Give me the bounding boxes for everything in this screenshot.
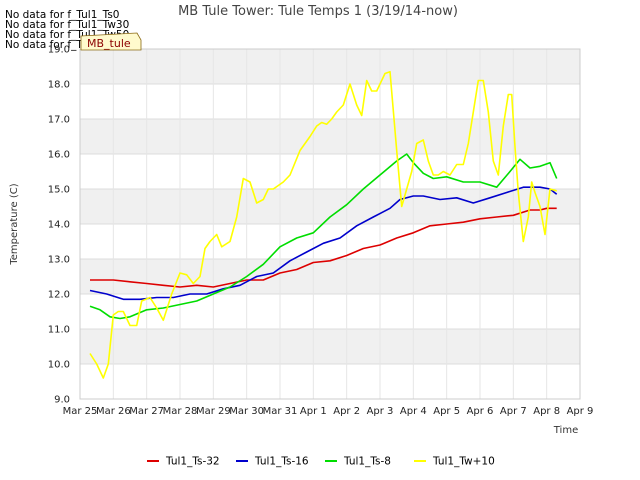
x-tick-label: Mar 31 bbox=[263, 406, 298, 417]
y-axis-label: Temperature (C) bbox=[9, 183, 20, 265]
plot-band bbox=[80, 329, 580, 364]
badge-box bbox=[80, 32, 142, 51]
plot-band bbox=[80, 49, 580, 84]
y-tick-label: 15.0 bbox=[48, 185, 70, 196]
plot-band bbox=[80, 189, 580, 224]
x-tick-label: Apr 4 bbox=[400, 406, 427, 417]
x-tick-label: Apr 1 bbox=[300, 406, 327, 417]
x-tick-label: Mar 28 bbox=[163, 406, 198, 417]
y-tick-label: 19.0 bbox=[48, 45, 70, 56]
legend-label: Tul1_Ts-16 bbox=[254, 456, 309, 468]
plot-frame bbox=[79, 48, 581, 400]
x-tick-label: Apr 8 bbox=[533, 406, 560, 417]
x-tick-label: Mar 30 bbox=[229, 406, 264, 417]
x-tick-label: Mar 25 bbox=[63, 406, 98, 417]
plot-band bbox=[80, 259, 580, 294]
x-tick-label: Mar 27 bbox=[129, 406, 164, 417]
no-data-message-1: No data for f_Tul1_Ts0 bbox=[5, 9, 120, 21]
chart-title: MB Tule Tower: Tule Temps 1 (3/19/14-now… bbox=[178, 4, 458, 19]
series-line-1 bbox=[90, 207, 557, 288]
plot-band bbox=[80, 119, 580, 154]
legend-label: Tul1_Ts-8 bbox=[343, 456, 391, 468]
y-tick-label: 14.0 bbox=[48, 220, 70, 231]
y-tick-label: 9.0 bbox=[54, 395, 70, 406]
no-data-message-2: No data for f_Tul1_Tw30 bbox=[5, 19, 130, 31]
y-tick-label: 17.0 bbox=[48, 115, 70, 126]
x-tick-label: Apr 3 bbox=[367, 406, 394, 417]
y-tick-label: 11.0 bbox=[48, 325, 70, 336]
x-tick-label: Apr 7 bbox=[500, 406, 527, 417]
x-tick-label: Apr 5 bbox=[433, 406, 460, 417]
legend-label: Tul1_Ts-32 bbox=[165, 456, 220, 468]
station-badge: MB_tule bbox=[80, 32, 142, 51]
y-tick-label: 18.0 bbox=[48, 80, 70, 91]
badge-label: MB_tule bbox=[87, 37, 131, 50]
series-line-4 bbox=[89, 70, 557, 379]
x-tick-label: Apr 9 bbox=[567, 406, 594, 417]
series-line-2 bbox=[89, 186, 558, 301]
y-tick-label: 13.0 bbox=[48, 255, 70, 266]
y-tick-label: 12.0 bbox=[48, 290, 70, 301]
x-tick-label: Apr 2 bbox=[333, 406, 360, 417]
x-axis-label: Time bbox=[553, 425, 578, 436]
x-tick-label: Apr 6 bbox=[467, 406, 494, 417]
y-tick-label: 10.0 bbox=[48, 360, 70, 371]
legend-label: Tul1_Tw+10 bbox=[432, 456, 495, 468]
x-tick-label: Mar 29 bbox=[196, 406, 231, 417]
x-tick-label: Mar 26 bbox=[96, 406, 131, 417]
y-tick-label: 16.0 bbox=[48, 150, 70, 161]
